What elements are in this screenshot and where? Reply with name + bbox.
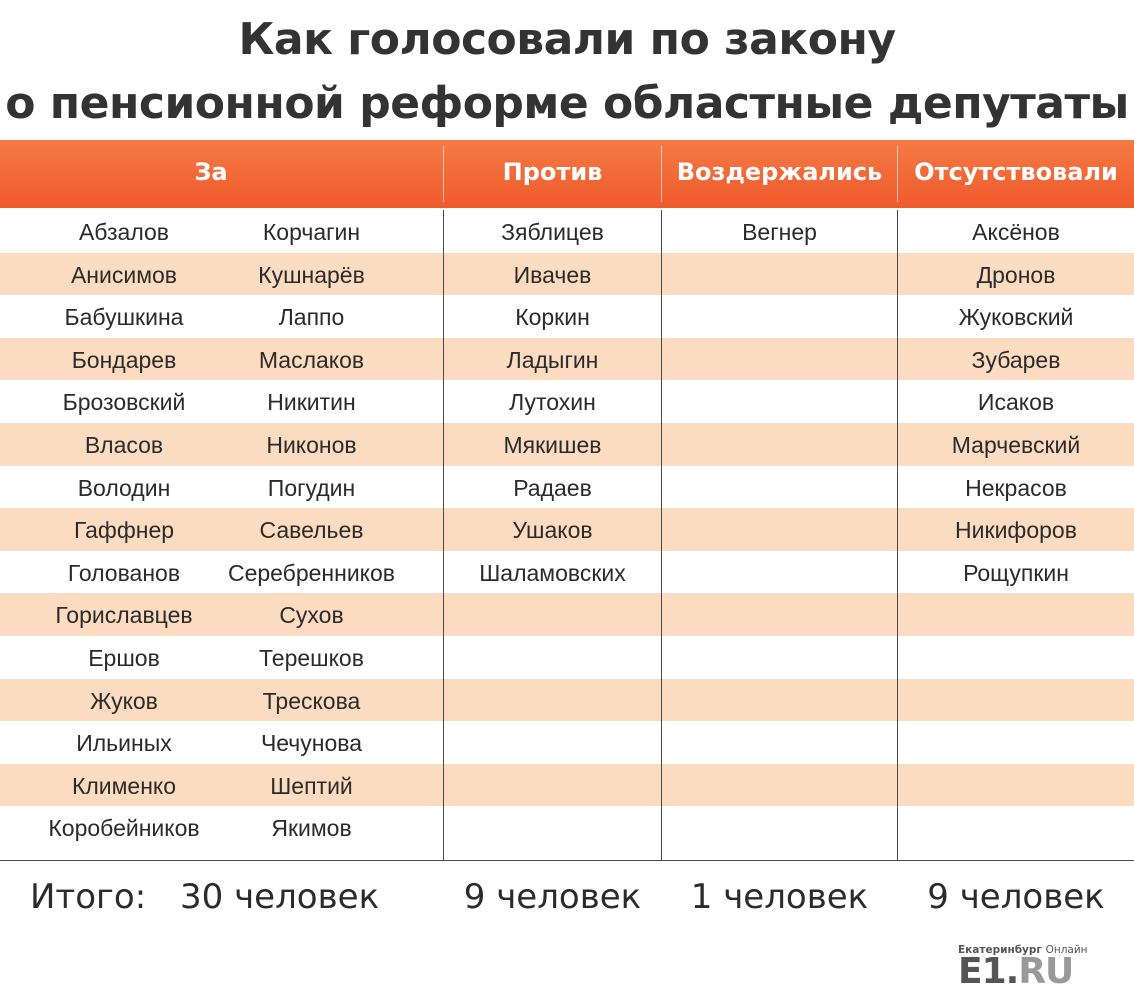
e1-logo: E1.RU	[958, 951, 1074, 992]
table-row: Коробейников Якимов	[0, 806, 1134, 849]
cell-protiv: Шаламовских	[479, 559, 626, 586]
total-otsutstvovali: 9 человек	[927, 877, 1105, 917]
table-row: Гаффнер Савельев Ушаков Никифоров	[0, 508, 1134, 551]
table-row: Бабушкина Лаппо Коркин Жуковский	[0, 295, 1134, 338]
cell-protiv: Ивачев	[513, 261, 592, 288]
cell-protiv: Ушаков	[512, 517, 593, 544]
cell-otsutstvovali: Зубарев	[971, 346, 1061, 373]
table-row: Ильиных Чечунова	[0, 721, 1134, 764]
column-divider	[897, 210, 898, 861]
logo-online: Онлайн	[1045, 944, 1088, 956]
cell-za-2: Кушнарёв	[258, 261, 365, 288]
cell-protiv: Зяблицев	[501, 219, 604, 245]
table-row: Анисимов Кушнарёв Ивачев Дронов	[0, 252, 1134, 296]
table-row: Бондарев Маслаков Ладыгин Зубарев	[0, 337, 1134, 381]
cell-otsutstvovali: Аксёнов	[972, 219, 1060, 245]
cell-za-2: Чечунова	[260, 730, 363, 757]
total-vozderzhalis: 1 человек	[690, 877, 869, 917]
table-row: Брозовский Никитин Лутохин Исаков	[0, 380, 1134, 423]
logo-domain: RU	[1018, 951, 1074, 992]
table-row: Голованов Серебренников Шаламовских Рощупки…	[0, 551, 1134, 594]
title-line-2: о пенсионной реформе областные депутаты	[5, 78, 1129, 129]
total-protiv: 9 человек	[463, 877, 642, 917]
header-protiv: Против	[502, 158, 603, 186]
table-row: Володин Погудин Радаев Некрасов	[0, 466, 1134, 509]
cell-otsutstvovali: Марчевский	[951, 431, 1081, 458]
total-za: 30 человек	[180, 877, 380, 917]
table-row: Ершов Терешков	[0, 636, 1134, 679]
cell-za-1: Бондарев	[71, 346, 177, 373]
totals-label: Итого:	[30, 877, 147, 917]
cell-za-2: Сухов	[279, 602, 344, 629]
cell-otsutstvovali: Исаков	[977, 389, 1055, 416]
cell-vozderzhalis: Вегнер	[742, 219, 817, 245]
cell-za-1: Жуков	[90, 687, 158, 714]
table-row: Власов Никонов Мякишев Марчевский	[0, 422, 1134, 466]
cell-za-2: Маслаков	[258, 346, 365, 373]
cell-za-1: Коробейников	[48, 815, 200, 842]
cell-protiv: Лутохин	[509, 389, 596, 416]
header-za: За	[194, 158, 228, 186]
cell-za-1: Гаффнер	[73, 517, 175, 544]
cell-za-2: Якимов	[271, 815, 352, 842]
table-row: Абзалов Корчагин Зяблицев Вегнер Аксёнов	[0, 210, 1134, 253]
column-divider	[443, 210, 444, 861]
cell-za-1: Власов	[84, 431, 164, 458]
cell-otsutstvovali: Жуковский	[958, 304, 1074, 331]
cell-za-2: Шептий	[270, 772, 353, 799]
header-vozderzhalis: Воздержались	[676, 158, 883, 186]
cell-za-1: Ильиных	[76, 730, 172, 757]
cell-za-1: Клименко	[71, 772, 177, 799]
cell-za-1: Володин	[77, 474, 171, 501]
cell-za-1: Анисимов	[70, 261, 178, 288]
cell-za-2: Корчагин	[262, 219, 361, 245]
table-body: Абзалов Корчагин Зяблицев Вегнер Аксёнов Анис…	[0, 210, 1134, 849]
logo-caption: Екатеринбург Онлайн	[958, 944, 1088, 956]
cell-protiv: Коркин	[515, 304, 590, 331]
column-divider	[661, 210, 662, 861]
table-row: Гориславцев Сухов	[0, 593, 1134, 636]
cell-za-1: Бабушкина	[64, 304, 184, 331]
cell-za-1: Гориславцев	[55, 602, 193, 629]
cell-za-2: Савельев	[259, 517, 364, 544]
table-bottom-border	[0, 860, 1134, 861]
header-divider	[897, 146, 898, 202]
cell-otsutstvovali: Никифоров	[955, 517, 1077, 544]
table-row: Клименко Шептий	[0, 763, 1134, 807]
cell-za-1: Голованов	[67, 559, 181, 586]
cell-za-1: Абзалов	[78, 219, 170, 245]
header-otsutstvovali: Отсутствовали	[914, 158, 1118, 186]
title-line-1: Как голосовали по закону	[238, 14, 896, 65]
page-title: Как голосовали по закону о пенсионной ре…	[0, 8, 1134, 136]
cell-za-1: Ершов	[88, 644, 160, 671]
table-header: За Против Воздержались Отсутствовали	[0, 140, 1134, 208]
cell-za-2: Никитин	[267, 389, 356, 416]
cell-za-1: Брозовский	[62, 389, 186, 416]
cell-otsutstvovali: Рощупкин	[963, 559, 1069, 586]
header-divider	[443, 146, 444, 202]
cell-za-2: Лаппо	[278, 304, 345, 331]
cell-za-2: Трескова	[262, 687, 361, 714]
logo-brand: E1.	[958, 951, 1019, 992]
cell-za-2: Никонов	[266, 431, 357, 458]
cell-otsutstvovali: Некрасов	[965, 474, 1067, 501]
cell-protiv: Мякишев	[503, 431, 602, 458]
cell-za-2: Терешков	[259, 644, 364, 671]
logo-city: Екатеринбург	[958, 944, 1042, 956]
table-row: Жуков Трескова	[0, 678, 1134, 722]
cell-za-2: Серебренников	[227, 559, 396, 586]
cell-otsutstvovali: Дронов	[976, 261, 1056, 288]
cell-za-2: Погудин	[267, 474, 356, 501]
cell-protiv: Ладыгин	[506, 346, 599, 373]
header-divider	[661, 146, 662, 202]
cell-protiv: Радаев	[513, 474, 592, 501]
